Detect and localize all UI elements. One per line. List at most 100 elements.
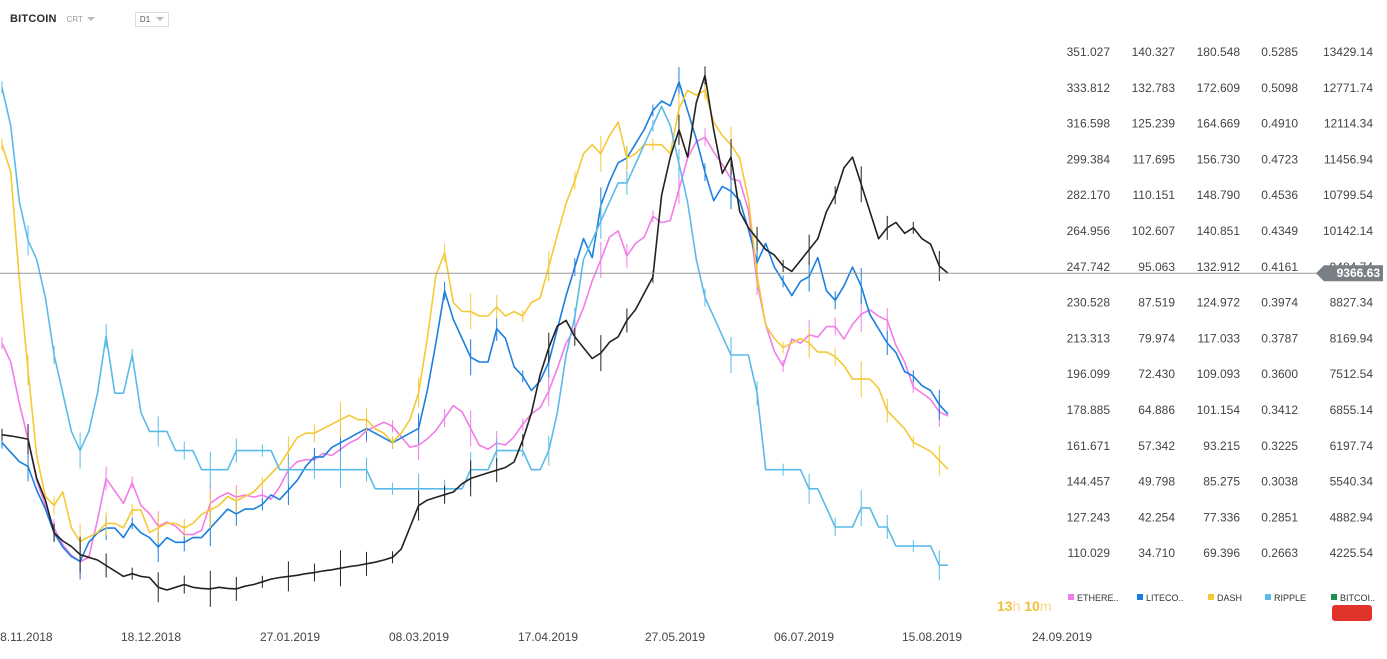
timer-hours: 13 bbox=[997, 598, 1013, 614]
y-axis-tick-label: 172.609 bbox=[1197, 81, 1241, 95]
chevron-down-icon bbox=[156, 17, 165, 21]
y-axis-tick-label: 79.974 bbox=[1138, 331, 1175, 345]
y-axis-tick-label: 164.669 bbox=[1197, 117, 1241, 131]
y-axis-tick-label: 0.5285 bbox=[1261, 45, 1298, 59]
legend-swatch-bitcoin bbox=[1331, 594, 1337, 600]
y-axis-tick-label: 0.3600 bbox=[1261, 367, 1298, 381]
y-axis-tick-label: 72.430 bbox=[1138, 367, 1175, 381]
current-price-tag bbox=[1316, 265, 1383, 282]
y-axis-tick-label: 0.3225 bbox=[1261, 439, 1298, 453]
x-axis-tick-label: 15.08.2019 bbox=[902, 630, 962, 644]
y-axis-tick-label: 124.972 bbox=[1197, 296, 1241, 310]
chart-type-dropdown[interactable]: CRT bbox=[67, 15, 95, 24]
y-axis-tick-label: 196.099 bbox=[1067, 367, 1111, 381]
y-axis-tick-label: 282.170 bbox=[1067, 188, 1111, 202]
timer-minutes: 10 bbox=[1024, 598, 1040, 614]
y-axis-tick-label: 5540.34 bbox=[1330, 475, 1374, 489]
y-axis-tick-label: 0.2663 bbox=[1261, 546, 1298, 560]
y-axis-tick-label: 85.275 bbox=[1203, 475, 1240, 489]
y-axis-tick-label: 101.154 bbox=[1197, 403, 1241, 417]
legend-swatch-litecoin bbox=[1137, 594, 1143, 600]
y-axis-tick-label: 69.396 bbox=[1203, 546, 1240, 560]
y-axis-tick-label: 0.4910 bbox=[1261, 117, 1298, 131]
y-axis-tick-label: 213.313 bbox=[1067, 331, 1111, 345]
series-line-ethereum[interactable] bbox=[1, 136, 949, 563]
y-axis-tick-label: 57.342 bbox=[1138, 439, 1175, 453]
legend-swatch-dash bbox=[1208, 594, 1214, 600]
y-axis-tick-label: 42.254 bbox=[1138, 510, 1175, 524]
y-axis-tick-label: 49.798 bbox=[1138, 475, 1175, 489]
y-axis-tick-label: 102.607 bbox=[1132, 224, 1176, 238]
y-axis-tick-label: 4882.94 bbox=[1330, 510, 1374, 524]
y-axis-tick-label: 7512.54 bbox=[1330, 367, 1374, 381]
y-axis-tick-label: 34.710 bbox=[1138, 546, 1175, 560]
x-axis-tick-label: 06.07.2019 bbox=[774, 630, 834, 644]
y-axis-tick-label: 0.2851 bbox=[1261, 510, 1298, 524]
y-axis-tick-label: 109.093 bbox=[1197, 367, 1241, 381]
candle-countdown-timer: 13h 10m bbox=[997, 598, 1052, 614]
y-axis-tick-label: 110.029 bbox=[1068, 546, 1111, 560]
y-axis-tick-label: 6197.74 bbox=[1330, 439, 1374, 453]
y-axis-tick-label: 8827.34 bbox=[1330, 296, 1374, 310]
y-axis-tick-label: 132.783 bbox=[1132, 81, 1176, 95]
x-axis-tick-label: 18.12.2018 bbox=[121, 630, 181, 644]
legend-swatch-ethereum bbox=[1068, 594, 1074, 600]
y-axis-tick-label: 144.457 bbox=[1067, 475, 1111, 489]
x-axis-tick-label: 08.11.2018 bbox=[0, 630, 53, 644]
y-axis-tick-label: 10799.54 bbox=[1323, 188, 1373, 202]
y-axis-tick-label: 230.528 bbox=[1067, 296, 1111, 310]
y-axis-tick-label: 156.730 bbox=[1197, 152, 1241, 166]
y-axis-tick-label: 140.327 bbox=[1132, 45, 1176, 59]
y-axis-tick-label: 316.598 bbox=[1067, 117, 1111, 131]
y-axis-tick-label: 0.4536 bbox=[1261, 188, 1298, 202]
red-action-button[interactable] bbox=[1332, 605, 1372, 621]
y-axis-tick-label: 178.885 bbox=[1067, 403, 1111, 417]
y-axis-tick-label: 11456.94 bbox=[1324, 152, 1373, 166]
chart-type-label: CRT bbox=[66, 14, 83, 24]
series-line-dash[interactable] bbox=[1, 89, 949, 543]
chart-toolbar: BITCOIN CRT D1 bbox=[10, 8, 170, 30]
series-line-bitcoin_candles[interactable] bbox=[1, 74, 949, 591]
y-axis-tick-label: 125.239 bbox=[1132, 117, 1176, 131]
y-axis-tick-label: 10142.14 bbox=[1323, 224, 1373, 238]
y-axis-tick-label: 64.886 bbox=[1138, 403, 1175, 417]
y-axis-tick-label: 333.812 bbox=[1067, 81, 1111, 95]
y-axis-tick-label: 110.151 bbox=[1133, 188, 1176, 202]
x-axis-tick-label: 27.01.2019 bbox=[260, 630, 320, 644]
x-axis-tick-label: 17.04.2019 bbox=[518, 630, 578, 644]
y-axis-tick-label: 148.790 bbox=[1197, 188, 1241, 202]
legend-label-ripple: RIPPLE bbox=[1274, 593, 1306, 603]
y-axis-tick-label: 0.4723 bbox=[1261, 152, 1298, 166]
y-axis-tick-label: 8169.94 bbox=[1330, 331, 1374, 345]
y-axis-tick-label: 93.215 bbox=[1203, 439, 1240, 453]
y-axis-tick-label: 4225.54 bbox=[1330, 546, 1374, 560]
y-axis-tick-label: 13429.14 bbox=[1323, 45, 1373, 59]
timer-hours-unit: h bbox=[1012, 598, 1021, 614]
y-axis-tick-label: 180.548 bbox=[1197, 45, 1241, 59]
y-axis-tick-label: 127.243 bbox=[1067, 510, 1111, 524]
y-axis-tick-label: 6855.14 bbox=[1330, 403, 1374, 417]
y-axis-tick-label: 0.3412 bbox=[1261, 403, 1298, 417]
y-axis-tick-label: 351.027 bbox=[1067, 45, 1111, 59]
y-axis-tick-label: 264.956 bbox=[1067, 224, 1111, 238]
y-axis-tick-label: 95.063 bbox=[1138, 260, 1175, 274]
series-line-ripple[interactable] bbox=[1, 87, 948, 567]
series-line-litecoin[interactable] bbox=[1, 81, 949, 563]
timer-minutes-unit: m bbox=[1039, 598, 1052, 614]
symbol-label[interactable]: BITCOIN bbox=[10, 13, 57, 25]
legend-label-ethereum: ETHERE.. bbox=[1077, 593, 1119, 603]
timeframe-dropdown[interactable]: D1 bbox=[134, 11, 170, 27]
y-axis-tick-label: 0.3787 bbox=[1261, 331, 1298, 345]
x-axis-tick-label: 27.05.2019 bbox=[645, 630, 705, 644]
y-axis-tick-label: 247.742 bbox=[1067, 260, 1111, 274]
y-axis-tick-label: 12114.34 bbox=[1324, 117, 1373, 131]
chevron-down-icon bbox=[86, 17, 95, 21]
y-axis-tick-label: 0.4161 bbox=[1261, 260, 1298, 274]
y-axis-tick-label: 12771.74 bbox=[1323, 81, 1373, 95]
y-axis-tick-label: 132.912 bbox=[1197, 260, 1241, 274]
legend-label-dash: DASH bbox=[1217, 593, 1242, 603]
x-axis-tick-label: 24.09.2019 bbox=[1032, 630, 1092, 644]
y-axis-tick-label: 117.695 bbox=[1133, 152, 1176, 166]
